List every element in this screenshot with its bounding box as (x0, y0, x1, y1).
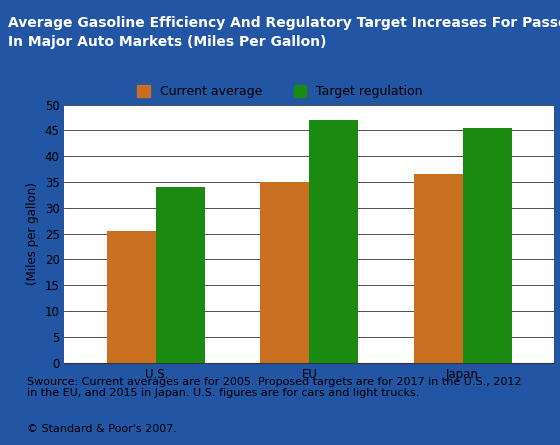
Bar (156, 187, 206, 363)
Text: Swource: Current averages are for 2005. Proposed targets are for 2017 in the U.S: Swource: Current averages are for 2005. … (26, 377, 521, 398)
Text: Average Gasoline Efficiency And Regulatory Target Increases For Passenger Cars
I: Average Gasoline Efficiency And Regulato… (8, 16, 560, 49)
Bar (260, 182, 309, 363)
Y-axis label: (Miles per gallon): (Miles per gallon) (26, 182, 39, 285)
Text: © Standard & Poor's 2007.: © Standard & Poor's 2007. (26, 424, 176, 434)
Bar (413, 174, 463, 363)
Legend: Current average, Target regulation: Current average, Target regulation (137, 85, 423, 98)
Bar (309, 120, 358, 363)
Bar (463, 128, 511, 363)
Bar (108, 231, 156, 363)
